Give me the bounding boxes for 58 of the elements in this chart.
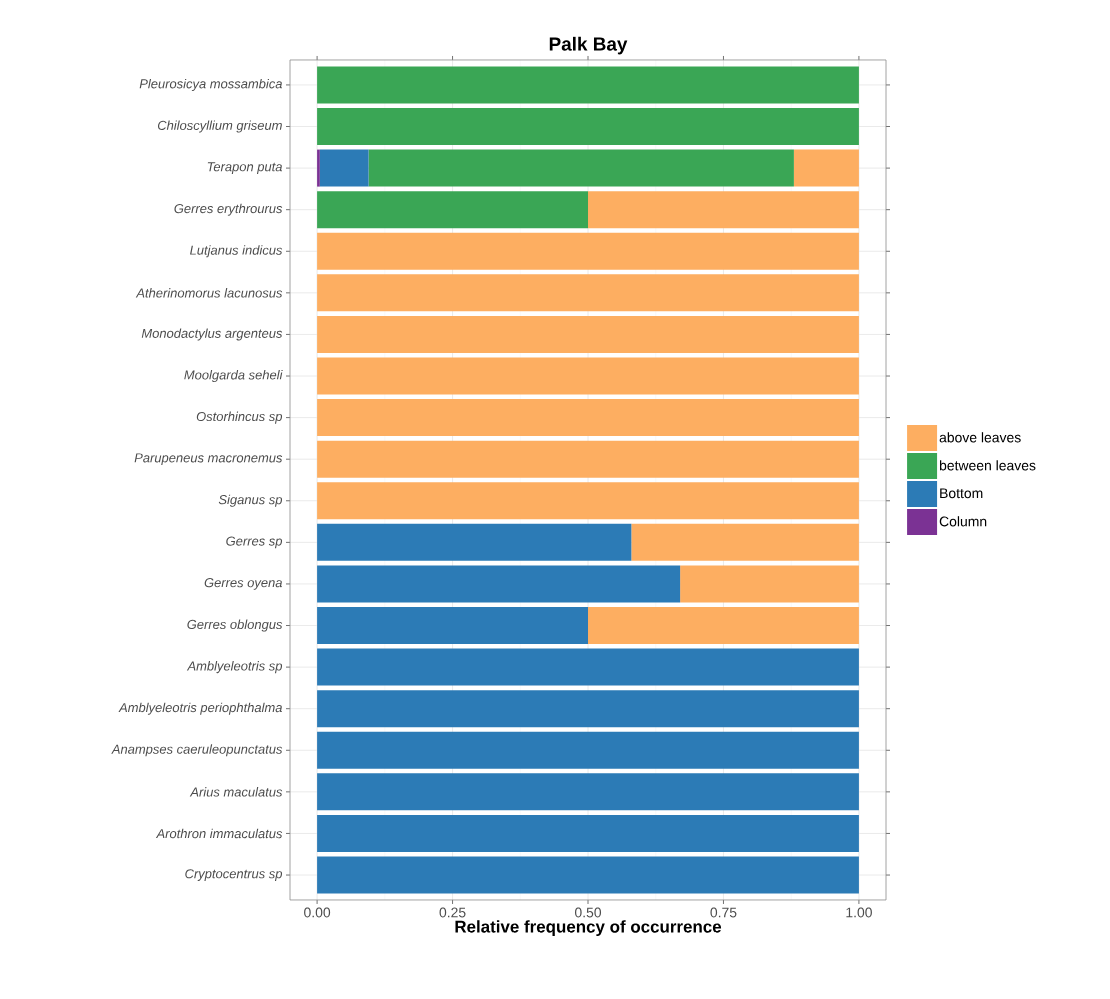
x-tick-label: 0.75 (710, 907, 737, 918)
x-tick-label: 0.25 (439, 907, 466, 918)
bar (317, 440, 859, 478)
bar (317, 856, 859, 894)
bar (317, 357, 859, 395)
y-tick-label: Moolgarda seheli (184, 369, 283, 383)
legend-label: Bottom (940, 488, 983, 499)
bar (317, 565, 681, 603)
y-tick-label: Parupeneus macronemus (134, 453, 283, 465)
y-tick-label: Chiloscyllium griseum (157, 120, 282, 133)
y-tick-label: Arothron immaculatus (155, 828, 283, 839)
legend-label: above leaves (939, 432, 1021, 443)
y-tick-label: Pleurosicya mossambica (139, 78, 283, 91)
y-tick-label: Cryptocentrus sp (185, 869, 283, 881)
bar (793, 149, 859, 187)
y-tick-label: Anampses caeruleopunctatus (111, 744, 283, 757)
bar (317, 315, 859, 353)
bar (317, 399, 859, 437)
y-tick-label: Amblyeleotris periophthalma (118, 702, 283, 715)
x-tick-label: 0.50 (574, 907, 602, 918)
y-tick-label: Monodactylus argenteus (141, 328, 283, 341)
bar (631, 523, 859, 561)
bar (317, 232, 859, 270)
bar (317, 773, 859, 811)
bar (317, 523, 632, 561)
x-tick-label: 1.00 (846, 907, 872, 918)
y-tick-label: Siganus sp (218, 494, 283, 507)
y-tick-label: Lutjanus indicus (190, 245, 283, 258)
bar (317, 648, 859, 686)
bar (317, 274, 859, 312)
bar (680, 565, 859, 603)
bar (588, 191, 859, 229)
bar (317, 607, 589, 645)
y-tick-label: Ostorhincus sp (196, 411, 283, 424)
x-tick-label: 0.00 (304, 907, 331, 918)
y-tick-label: Atherinomorus lacunosus (135, 288, 283, 298)
bar (317, 814, 859, 852)
bar (317, 108, 859, 146)
bar (588, 607, 859, 645)
y-tick-label: Terapon puta (207, 162, 283, 174)
bar (317, 482, 859, 520)
y-tick-label: Amblyeleotris sp (186, 661, 283, 674)
bar (317, 191, 589, 229)
bar (317, 731, 859, 769)
legend-label: between leaves (939, 460, 1036, 471)
y-tick-label: Arius maculatus (189, 787, 283, 797)
x-axis-title: Relative frequency of occurrence (455, 920, 722, 937)
legend-label: Column (939, 516, 987, 527)
bar (317, 149, 320, 187)
bar (368, 149, 794, 187)
y-tick-label: Gerres oblongus (187, 619, 283, 632)
chart-title: Palk Bay (549, 36, 628, 55)
bar (317, 66, 859, 104)
bar (319, 149, 369, 187)
bar (317, 690, 859, 728)
y-tick-label: Gerres erythrourus (174, 203, 283, 216)
y-tick-label: Gerres sp (226, 536, 283, 549)
y-tick-label: Gerres oyena (204, 578, 283, 590)
